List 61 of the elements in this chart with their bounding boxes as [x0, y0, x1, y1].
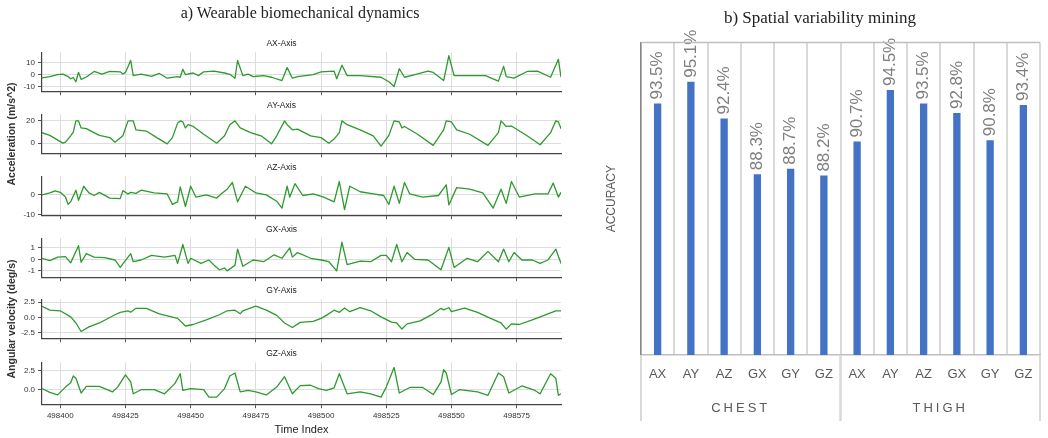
y-axis-title: ACCURACY: [603, 165, 618, 233]
x-tick-label: 498500: [307, 411, 335, 421]
chart-title: GY-Axis: [266, 285, 297, 296]
y-tick-label: -10: [23, 209, 36, 219]
y-tick-label: 0: [30, 190, 36, 200]
chart-title: a) Wearable biomechanical dynamics: [180, 4, 420, 22]
chart-title: b) Spatial variability mining: [723, 7, 917, 27]
y-tick-label: 2.5: [23, 297, 36, 307]
data-label: 93.5%: [647, 51, 667, 100]
y-tick-label: -10: [23, 81, 36, 91]
chart-title: AZ-Axis: [266, 162, 297, 173]
x-tick-label: AX: [648, 366, 667, 382]
y-axis-title: Angular velocity (deg/s): [5, 259, 17, 379]
y-axis-title: Acceleration (m/s^2): [5, 82, 17, 186]
data-label: 90.8%: [979, 88, 999, 137]
data-label: 90.7%: [846, 89, 866, 138]
y-tick-label: -1: [27, 266, 36, 276]
chart-subtitle: AX-Axis: [266, 38, 297, 49]
data-label: 93.4%: [1013, 52, 1033, 101]
x-tick-label: 498475: [242, 411, 270, 421]
y-tick-label: 1: [30, 243, 36, 253]
data-label: 93.5%: [913, 51, 933, 100]
y-tick-label: -2.5: [21, 327, 36, 337]
x-axis-title: Time Index: [274, 423, 329, 436]
y-tick-label: 0: [30, 254, 36, 264]
x-tick-label: GY: [980, 366, 1000, 382]
chart-title: GX-Axis: [265, 224, 298, 235]
y-tick-label: 2.5: [23, 365, 36, 375]
data-label: 88.2%: [813, 123, 833, 172]
x-tick-label: AX: [848, 366, 867, 382]
y-tick-label: 20: [26, 116, 36, 126]
y-tick-label: 10: [26, 58, 36, 68]
x-tick-label: GZ: [814, 366, 833, 382]
x-tick-label: GX: [747, 366, 768, 382]
text: CHEST: [711, 399, 771, 415]
x-tick-label: AZ: [915, 366, 932, 382]
data-label: 88.7%: [780, 116, 800, 165]
x-tick-label: 498400: [46, 411, 75, 421]
chart-title: GZ-Axis: [266, 348, 297, 359]
y-tick-label: 0.0: [23, 312, 36, 322]
y-tick-label: 0.0: [23, 384, 36, 394]
x-tick-label: 498550: [438, 411, 466, 421]
x-tick-label: GX: [947, 366, 967, 382]
x-tick-label: GY: [781, 366, 801, 382]
x-tick-label: AY: [882, 366, 899, 382]
data-label: 88.3%: [747, 122, 767, 171]
x-tick-label: AY: [682, 366, 700, 382]
y-tick-label: 0: [30, 138, 36, 148]
y-tick-label: 0: [30, 69, 36, 79]
data-label: 92.4%: [713, 66, 733, 115]
data-label: 92.8%: [946, 60, 966, 110]
data-label: 95.1%: [680, 29, 700, 78]
x-tick-label: 498525: [372, 411, 401, 421]
x-tick-label: GZ: [1014, 366, 1033, 382]
text: THIGH: [912, 399, 968, 415]
x-tick-label: AZ: [715, 366, 733, 382]
x-tick-label: 498575: [503, 411, 531, 421]
data-label: 94.5%: [880, 37, 900, 86]
chart-title: AY-Axis: [267, 100, 296, 111]
x-tick-label: 498450: [177, 411, 205, 421]
x-tick-label: 498425: [112, 411, 140, 421]
